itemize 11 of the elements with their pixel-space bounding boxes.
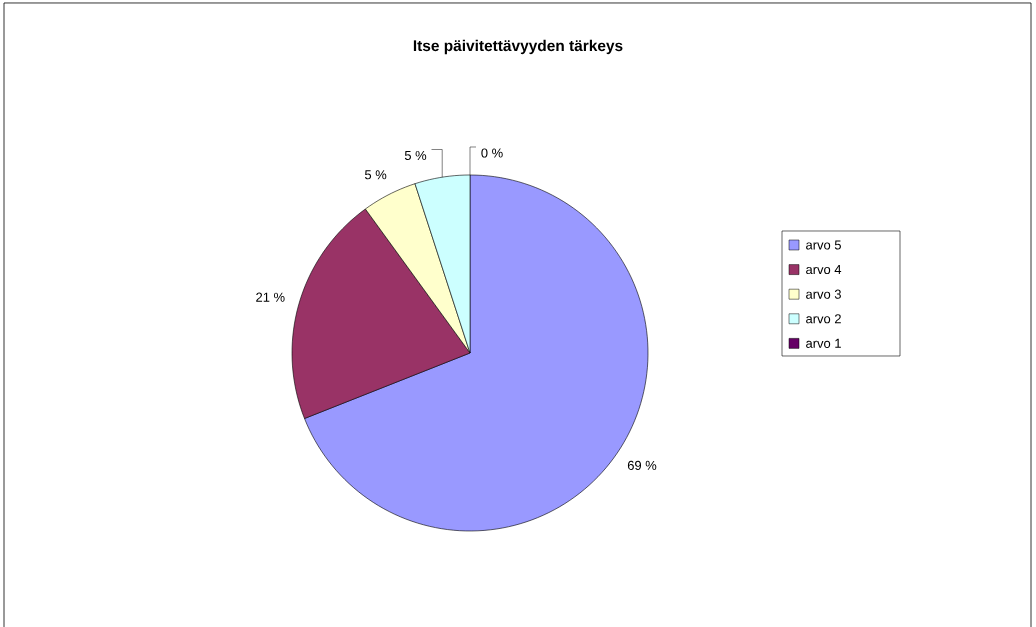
- legend-label: arvo 5: [806, 240, 841, 250]
- legend-label: arvo 4: [806, 264, 842, 274]
- data-label: 5 %: [364, 170, 387, 180]
- data-label: 69 %: [627, 460, 657, 470]
- legend-label: arvo 2: [806, 314, 841, 324]
- legend-label: arvo 3: [806, 289, 841, 299]
- data-label: 5 %: [404, 150, 427, 160]
- chart-title: Itse päivitettävyyden tärkeys: [413, 39, 623, 54]
- text: 0 %: [481, 148, 503, 158]
- data-label: 21 %: [256, 292, 285, 302]
- legend-label: arvo 1: [806, 338, 841, 348]
